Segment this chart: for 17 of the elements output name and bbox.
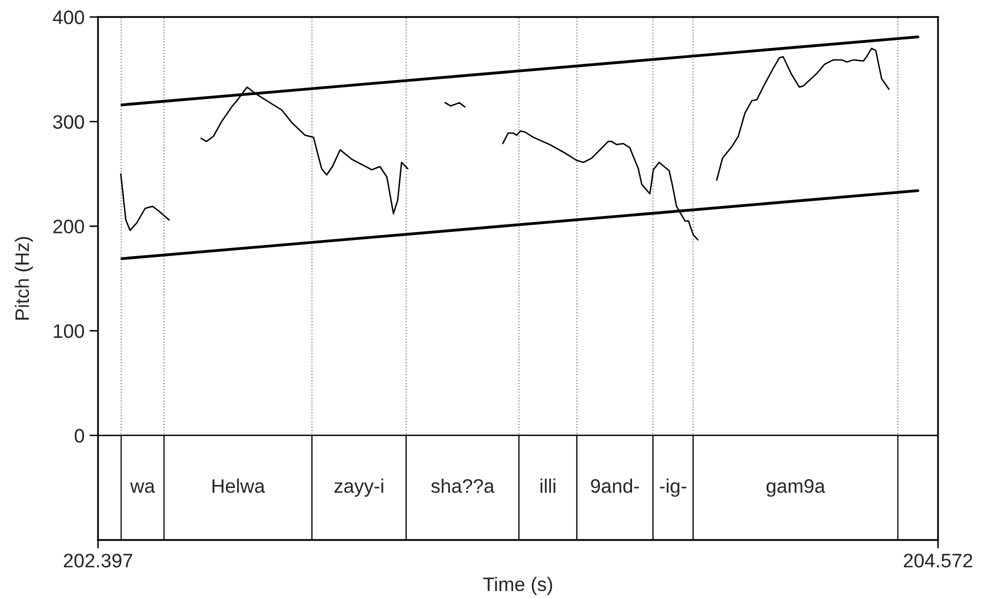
band-label: zayy-i — [334, 478, 384, 497]
x-tick-label: 204.572 — [904, 554, 972, 568]
y-tick-label: 0 — [74, 428, 84, 443]
band-label: -ig- — [660, 478, 686, 497]
band-label: sha??a — [431, 478, 494, 493]
x-axis-title: Time (s) — [483, 576, 552, 595]
x-tick-label: 202.397 — [64, 554, 132, 568]
band-label: gam9a — [766, 479, 826, 497]
y-tick-label: 400 — [52, 10, 84, 24]
y-axis-title: Pitch (Hz) — [14, 237, 33, 320]
y-tick-label: 200 — [53, 220, 84, 234]
band-label: 9and- — [590, 478, 639, 493]
band-label: illi — [540, 478, 556, 493]
y-tick-label: 300 — [53, 115, 84, 129]
y-tick-label: 100 — [54, 324, 84, 338]
band-label: Helwa — [212, 478, 266, 493]
band-label: wa — [130, 482, 156, 493]
